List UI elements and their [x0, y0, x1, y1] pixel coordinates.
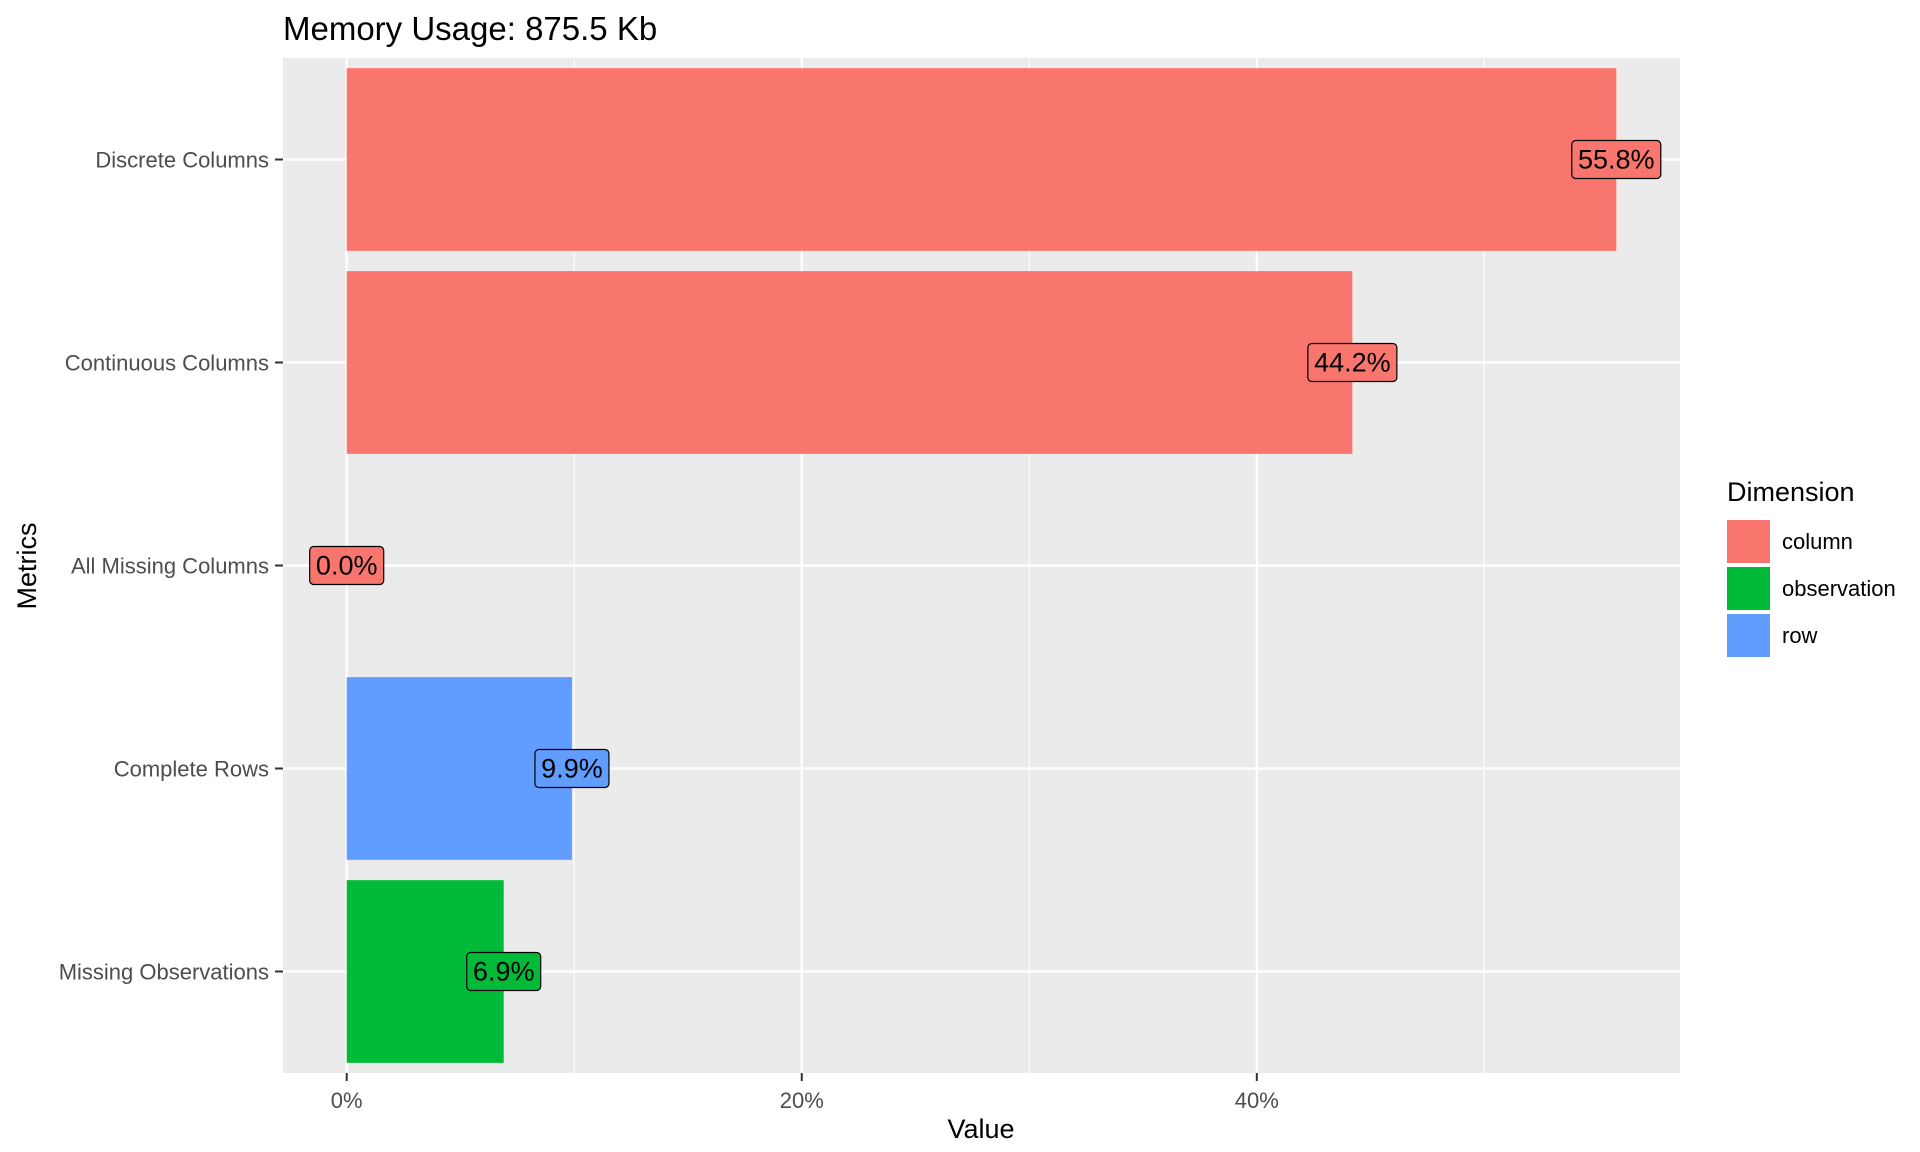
data-label: 9.9% [534, 748, 610, 789]
data-label-box [466, 951, 542, 992]
data-label-text: 44.2% [1314, 348, 1391, 378]
bar [346, 271, 1353, 454]
data-label-text: 9.9% [541, 754, 603, 784]
x-tick-label: 0% [331, 1088, 363, 1113]
data-label-box [1571, 139, 1662, 180]
x-axis: 0% 20% 40% [331, 1073, 1279, 1113]
legend-label: observation [1782, 576, 1896, 601]
y-tick-label: Continuous Columns [65, 351, 269, 376]
legend-label: row [1782, 623, 1818, 648]
legend-title: Dimension [1727, 477, 1855, 507]
data-label-text: 6.9% [473, 957, 535, 987]
data-label-box [534, 748, 610, 789]
legend-swatch [1727, 614, 1770, 657]
bars [346, 68, 1617, 1063]
data-label-box [1307, 342, 1398, 383]
legend: Dimension column observation row [1727, 477, 1896, 657]
data-label-text: 55.8% [1578, 145, 1655, 175]
data-label-box [309, 545, 385, 586]
data-label: 6.9% [466, 951, 542, 992]
data-label: 44.2% [1307, 342, 1398, 383]
y-tick-label: Missing Observations [59, 960, 269, 985]
y-axis-title: Metrics [12, 523, 42, 610]
y-tick-label: Discrete Columns [95, 148, 269, 173]
bar [346, 68, 1617, 251]
legend-swatch [1727, 567, 1770, 610]
legend-swatch [1727, 520, 1770, 563]
legend-label: column [1782, 529, 1853, 554]
y-tick-label: All Missing Columns [71, 554, 269, 579]
x-tick-label: 20% [780, 1088, 824, 1113]
data-labels: 55.8% 44.2% 0.0% 9.9% 6.9% [309, 139, 1662, 992]
y-axis: Discrete Columns Continuous Columns All Mi… [59, 148, 283, 985]
data-label: 0.0% [309, 545, 385, 586]
data-label-text: 0.0% [316, 551, 378, 581]
legend-items: column observation row [1727, 520, 1896, 657]
x-axis-title: Value [947, 1114, 1014, 1144]
data-label: 55.8% [1571, 139, 1662, 180]
chart-title: Memory Usage: 875.5 Kb [283, 10, 657, 47]
x-tick-label: 40% [1235, 1088, 1279, 1113]
y-tick-label: Complete Rows [114, 757, 269, 782]
